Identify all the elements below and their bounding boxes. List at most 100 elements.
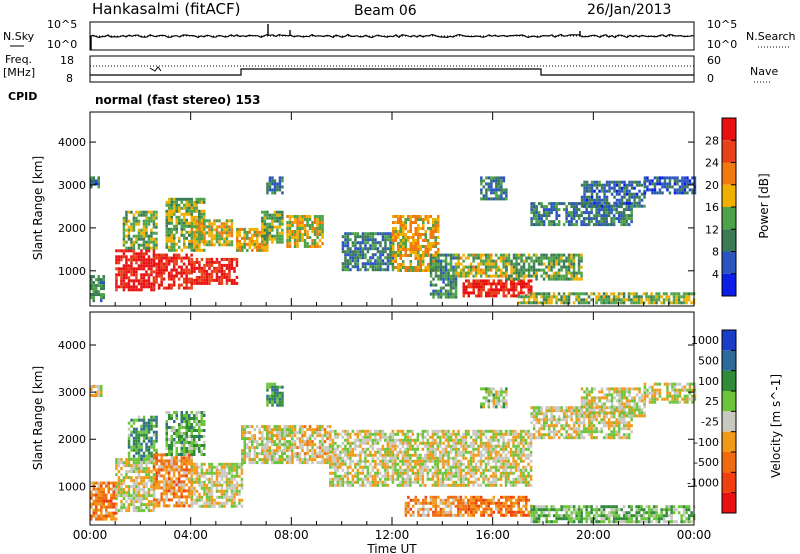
- heatmap-cell: [203, 420, 206, 423]
- heatmap-cell: [203, 234, 206, 238]
- heatmap-cell: [281, 191, 284, 195]
- heatmap-cell: [137, 415, 141, 419]
- heatmap-cell: [178, 239, 181, 243]
- heatmap-cell: [210, 471, 214, 475]
- heatmap-cell: [278, 394, 282, 398]
- heatmap-cell: [510, 282, 513, 286]
- heatmap-cell: [661, 185, 664, 189]
- heatmap-cell: [147, 424, 151, 428]
- heatmap-cell: [175, 483, 178, 487]
- heatmap-cell: [620, 186, 624, 190]
- heatmap-cell: [223, 222, 226, 226]
- heatmap-cell: [351, 441, 355, 445]
- heatmap-cell: [376, 483, 380, 487]
- heatmap-cell: [142, 436, 146, 440]
- heatmap-cell: [452, 271, 455, 275]
- freq-label-line1: Freq.: [5, 53, 32, 66]
- heatmap-cell: [135, 500, 138, 504]
- heatmap-cell: [180, 444, 183, 447]
- heatmap-cell: [172, 262, 176, 266]
- heatmap-cell: [97, 281, 100, 285]
- heatmap-cell: [331, 453, 335, 457]
- heatmap-cell: [525, 268, 528, 272]
- heatmap-cell: [646, 188, 649, 192]
- heatmap-cell: [291, 449, 294, 453]
- heatmap-cell: [686, 176, 689, 180]
- heatmap-cell: [150, 494, 153, 498]
- heatmap-cell: [449, 283, 453, 287]
- heatmap-cell: [187, 456, 191, 460]
- heatmap-cell: [447, 280, 450, 284]
- heatmap-cell: [281, 400, 284, 404]
- heatmap-cell: [381, 268, 385, 272]
- heatmap-cell: [276, 437, 279, 441]
- heatmap-cell: [266, 182, 269, 186]
- heatmap-cell: [485, 176, 488, 180]
- heatmap-cell: [308, 224, 312, 227]
- heatmap-cell: [379, 450, 382, 454]
- heatmap-cell: [402, 233, 405, 236]
- heatmap-cell: [100, 502, 103, 506]
- heatmap-cell: [205, 240, 209, 244]
- heatmap-cell: [278, 240, 282, 244]
- heatmap-cell: [389, 244, 392, 248]
- heatmap-cell: [112, 490, 115, 494]
- heatmap-cell: [532, 214, 536, 218]
- heatmap-cell: [296, 227, 299, 230]
- heatmap-cell: [230, 501, 234, 505]
- heatmap-cell: [225, 278, 229, 282]
- heatmap-cell: [475, 294, 478, 298]
- heatmap-cell: [595, 180, 599, 184]
- heatmap-cell: [236, 227, 239, 231]
- heatmap-cell: [195, 429, 198, 432]
- heatmap-cell: [243, 227, 246, 231]
- heatmap-cell: [157, 253, 161, 257]
- heatmap-cell: [200, 278, 204, 282]
- heatmap-cell: [376, 456, 380, 460]
- heatmap-cell: [494, 253, 498, 257]
- heatmap-cell: [329, 456, 332, 460]
- colorbar-tick-label: 16: [705, 201, 719, 214]
- heatmap-cell: [354, 238, 357, 242]
- heatmap-cell: [419, 248, 422, 251]
- heatmap-cell: [162, 262, 166, 266]
- heatmap-cell: [228, 477, 231, 481]
- heatmap-cell: [165, 435, 168, 438]
- heatmap-cell: [152, 477, 156, 481]
- heatmap-cell: [117, 261, 121, 265]
- heatmap-cell: [172, 277, 176, 281]
- heatmap-cell: [615, 202, 618, 206]
- heatmap-cell: [150, 273, 153, 277]
- heatmap-cell: [570, 292, 573, 296]
- heatmap-cell: [550, 298, 553, 302]
- heatmap-cell: [542, 292, 546, 296]
- heatmap-cell: [188, 206, 191, 210]
- heatmap-cell: [296, 431, 299, 435]
- heatmap-cell: [132, 458, 136, 462]
- heatmap-cell: [301, 449, 304, 453]
- heatmap-cell: [120, 491, 123, 495]
- heatmap-cell: [545, 292, 548, 296]
- heatmap-cell: [447, 292, 450, 296]
- heatmap-cell: [316, 233, 319, 236]
- heatmap-cell: [666, 176, 669, 180]
- heatmap-cell: [366, 241, 370, 245]
- heatmap-cell: [162, 489, 166, 493]
- heatmap-cell: [668, 179, 672, 183]
- heatmap-cell: [266, 245, 269, 249]
- frequency-trace: [90, 68, 694, 76]
- heatmap-cell: [386, 265, 390, 269]
- heatmap-cell: [336, 456, 340, 460]
- heatmap-cell: [422, 263, 425, 266]
- heatmap-cell: [258, 437, 261, 441]
- heatmap-cell: [313, 233, 317, 236]
- heatmap-cell: [268, 179, 272, 183]
- heatmap-cell: [150, 210, 153, 214]
- heatmap-cell: [150, 509, 153, 513]
- heatmap-cell: [402, 239, 405, 242]
- heatmap-cell: [547, 292, 551, 296]
- heatmap-cell: [187, 495, 191, 499]
- heatmap-cell: [167, 256, 171, 260]
- heatmap-cell: [120, 461, 123, 465]
- heatmap-cell: [682, 292, 686, 296]
